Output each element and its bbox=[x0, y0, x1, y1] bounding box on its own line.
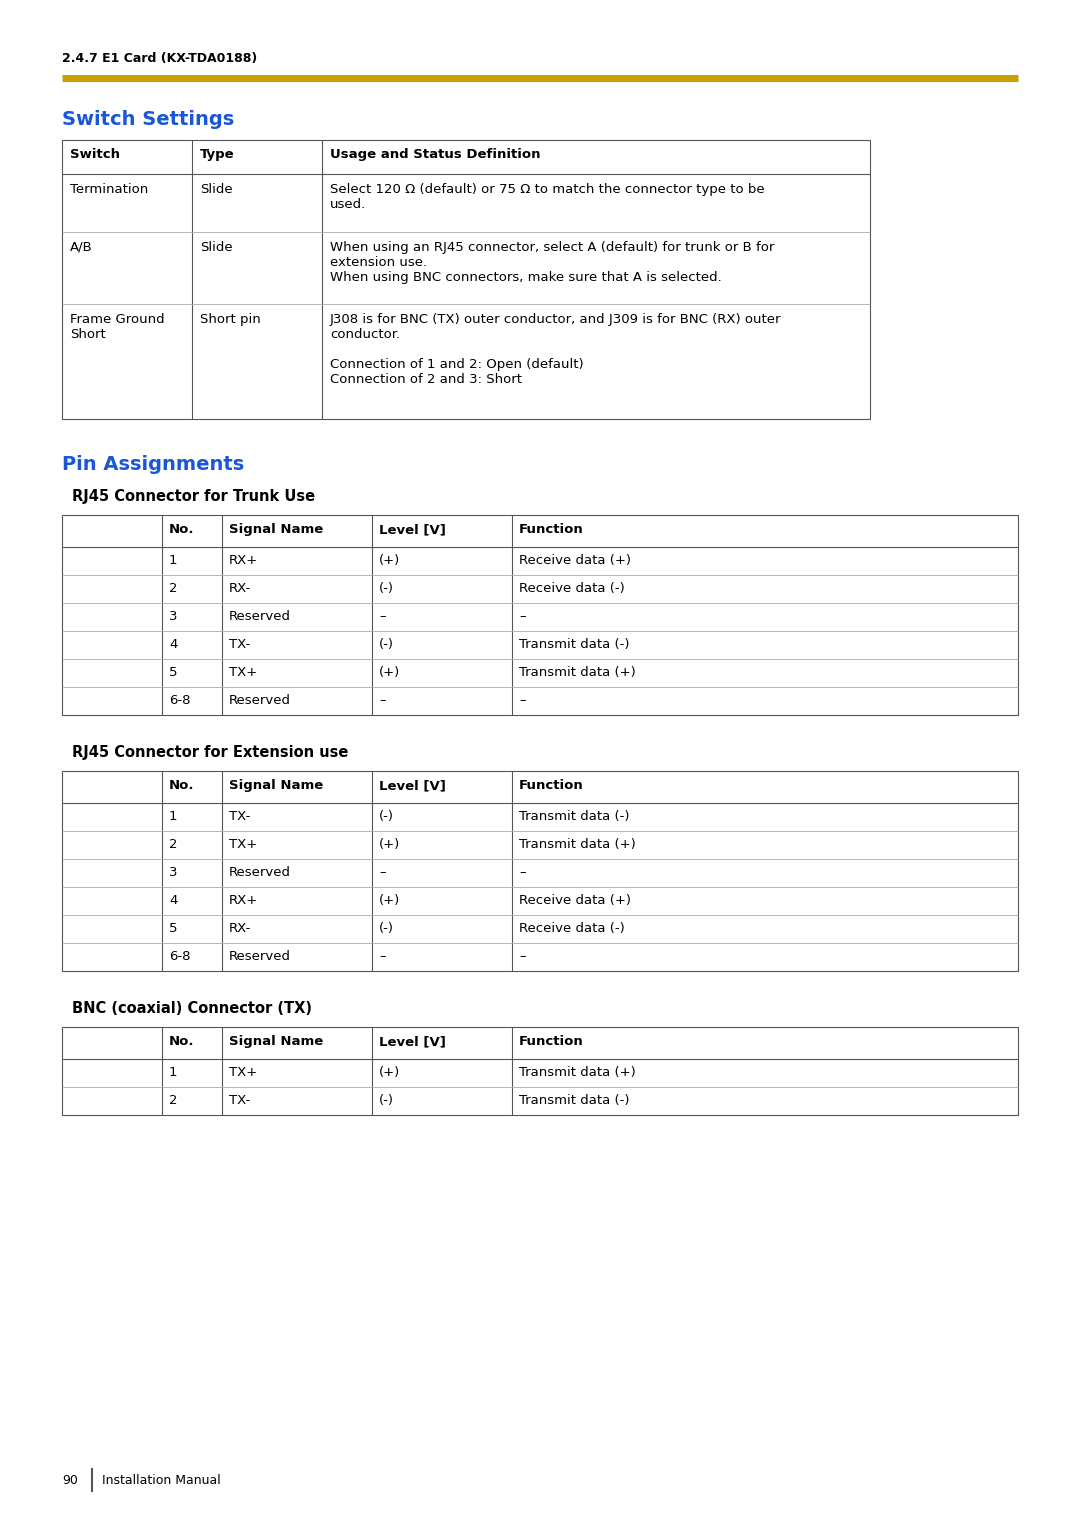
Text: 1: 1 bbox=[168, 809, 177, 823]
Text: RX+: RX+ bbox=[229, 554, 258, 567]
Text: Receive data (+): Receive data (+) bbox=[519, 893, 631, 907]
Text: Transmit data (-): Transmit data (-) bbox=[519, 1093, 630, 1107]
Text: Short pin: Short pin bbox=[200, 313, 260, 325]
Text: 90: 90 bbox=[62, 1474, 78, 1486]
Text: 6-8: 6-8 bbox=[168, 950, 190, 964]
Text: Transmit data (+): Transmit data (+) bbox=[519, 838, 636, 851]
Text: Reserved: Reserved bbox=[229, 609, 291, 623]
Text: Signal Name: Signal Name bbox=[229, 779, 323, 793]
Text: RX-: RX- bbox=[229, 582, 252, 596]
Text: Level [V]: Level [V] bbox=[379, 779, 446, 793]
Text: When using an RJ45 connector, select A (default) for trunk or B for
extension us: When using an RJ45 connector, select A (… bbox=[330, 241, 774, 284]
Text: Receive data (-): Receive data (-) bbox=[519, 922, 624, 935]
Text: Reserved: Reserved bbox=[229, 866, 291, 880]
Text: Reserved: Reserved bbox=[229, 950, 291, 964]
Text: (-): (-) bbox=[379, 1093, 394, 1107]
Text: TX-: TX- bbox=[229, 1093, 251, 1107]
Text: Slide: Slide bbox=[200, 241, 232, 253]
Text: Signal Name: Signal Name bbox=[229, 524, 323, 536]
Text: –: – bbox=[379, 866, 386, 880]
Text: Function: Function bbox=[519, 1035, 584, 1048]
Text: RJ45 Connector for Extension use: RJ45 Connector for Extension use bbox=[72, 745, 349, 760]
Text: –: – bbox=[519, 609, 526, 623]
Text: RX+: RX+ bbox=[229, 893, 258, 907]
Text: RX-: RX- bbox=[229, 922, 252, 935]
Bar bbox=[62, 771, 1018, 971]
Text: 3: 3 bbox=[168, 866, 177, 880]
Text: 1: 1 bbox=[168, 554, 177, 567]
Text: 2: 2 bbox=[168, 838, 177, 851]
Text: 4: 4 bbox=[168, 638, 177, 651]
Text: Transmit data (+): Transmit data (+) bbox=[519, 666, 636, 680]
Text: Transmit data (+): Transmit data (+) bbox=[519, 1066, 636, 1080]
Text: –: – bbox=[519, 866, 526, 880]
Text: No.: No. bbox=[168, 779, 194, 793]
Text: Termination: Termination bbox=[70, 183, 148, 195]
Text: No.: No. bbox=[168, 1035, 194, 1048]
Text: BNC (coaxial) Connector (TX): BNC (coaxial) Connector (TX) bbox=[72, 1002, 312, 1015]
Text: (+): (+) bbox=[379, 838, 401, 851]
Text: (-): (-) bbox=[379, 922, 394, 935]
Text: 5: 5 bbox=[168, 922, 177, 935]
Text: Reserved: Reserved bbox=[229, 693, 291, 707]
Text: TX+: TX+ bbox=[229, 838, 257, 851]
Text: Transmit data (-): Transmit data (-) bbox=[519, 638, 630, 651]
Text: Switch: Switch bbox=[70, 148, 120, 160]
Text: (-): (-) bbox=[379, 638, 394, 651]
Text: Installation Manual: Installation Manual bbox=[102, 1474, 220, 1486]
Text: Select 120 Ω (default) or 75 Ω to match the connector type to be
used.: Select 120 Ω (default) or 75 Ω to match … bbox=[330, 183, 765, 211]
Text: Function: Function bbox=[519, 524, 584, 536]
Text: A/B: A/B bbox=[70, 241, 93, 253]
Bar bbox=[62, 1028, 1018, 1115]
Text: No.: No. bbox=[168, 524, 194, 536]
Text: RJ45 Connector for Trunk Use: RJ45 Connector for Trunk Use bbox=[72, 489, 315, 504]
Text: –: – bbox=[519, 693, 526, 707]
Text: Switch Settings: Switch Settings bbox=[62, 110, 234, 128]
Text: TX-: TX- bbox=[229, 809, 251, 823]
Text: TX+: TX+ bbox=[229, 666, 257, 680]
Bar bbox=[62, 140, 870, 418]
Text: –: – bbox=[519, 950, 526, 964]
Text: 2.4.7 E1 Card (KX-TDA0188): 2.4.7 E1 Card (KX-TDA0188) bbox=[62, 52, 257, 66]
Text: 2: 2 bbox=[168, 582, 177, 596]
Text: 3: 3 bbox=[168, 609, 177, 623]
Text: –: – bbox=[379, 950, 386, 964]
Text: Type: Type bbox=[200, 148, 234, 160]
Text: (-): (-) bbox=[379, 809, 394, 823]
Bar bbox=[62, 515, 1018, 715]
Text: 4: 4 bbox=[168, 893, 177, 907]
Text: TX+: TX+ bbox=[229, 1066, 257, 1080]
Text: Signal Name: Signal Name bbox=[229, 1035, 323, 1048]
Text: (+): (+) bbox=[379, 666, 401, 680]
Text: Function: Function bbox=[519, 779, 584, 793]
Text: Receive data (+): Receive data (+) bbox=[519, 554, 631, 567]
Text: 5: 5 bbox=[168, 666, 177, 680]
Text: Transmit data (-): Transmit data (-) bbox=[519, 809, 630, 823]
Text: Receive data (-): Receive data (-) bbox=[519, 582, 624, 596]
Text: Level [V]: Level [V] bbox=[379, 524, 446, 536]
Text: 6-8: 6-8 bbox=[168, 693, 190, 707]
Text: –: – bbox=[379, 609, 386, 623]
Text: TX-: TX- bbox=[229, 638, 251, 651]
Text: –: – bbox=[379, 693, 386, 707]
Text: Frame Ground
Short: Frame Ground Short bbox=[70, 313, 164, 341]
Text: (-): (-) bbox=[379, 582, 394, 596]
Text: 2: 2 bbox=[168, 1093, 177, 1107]
Text: Slide: Slide bbox=[200, 183, 232, 195]
Text: Pin Assignments: Pin Assignments bbox=[62, 455, 244, 473]
Text: Level [V]: Level [V] bbox=[379, 1035, 446, 1048]
Text: (+): (+) bbox=[379, 1066, 401, 1080]
Text: (+): (+) bbox=[379, 554, 401, 567]
Text: 1: 1 bbox=[168, 1066, 177, 1080]
Text: J308 is for BNC (TX) outer conductor, and J309 is for BNC (RX) outer
conductor.
: J308 is for BNC (TX) outer conductor, an… bbox=[330, 313, 782, 386]
Text: (+): (+) bbox=[379, 893, 401, 907]
Text: Usage and Status Definition: Usage and Status Definition bbox=[330, 148, 540, 160]
